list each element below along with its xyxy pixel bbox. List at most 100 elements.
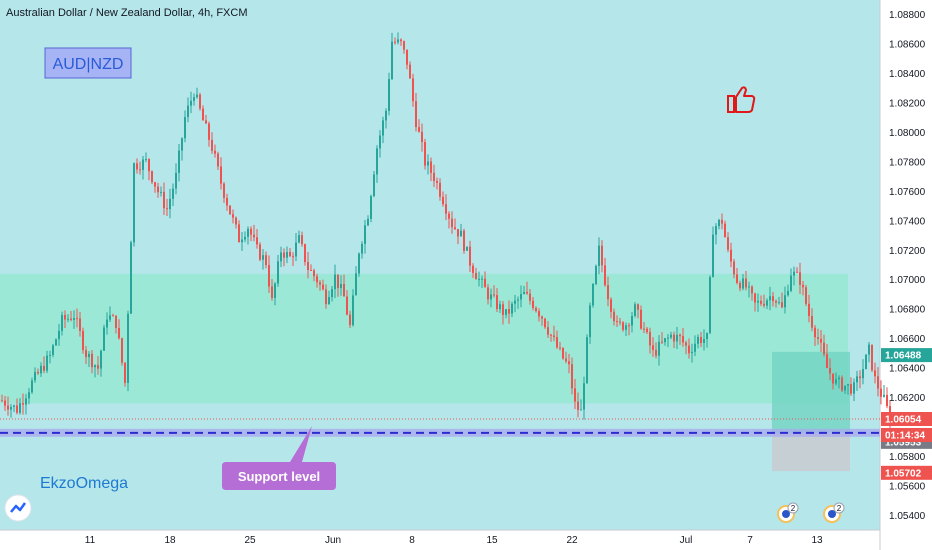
candle (712, 226, 714, 278)
candle (31, 377, 33, 394)
candle (361, 241, 363, 259)
candle (202, 105, 204, 121)
candle (325, 284, 327, 309)
candle (373, 171, 375, 198)
candle (262, 249, 264, 270)
candle (427, 154, 429, 175)
price-tick-label: 1.05400 (889, 511, 926, 522)
time-tick-label: 18 (164, 535, 176, 546)
candle (175, 163, 177, 195)
candle (13, 404, 15, 413)
candle (169, 188, 171, 219)
candle (424, 138, 426, 170)
candle (790, 268, 792, 293)
candle (484, 271, 486, 288)
candle (616, 315, 618, 327)
candle (769, 286, 771, 311)
candle (517, 296, 519, 309)
candle (880, 380, 882, 405)
candle (721, 213, 723, 230)
candle (481, 275, 483, 288)
time-tick-label: 7 (747, 535, 753, 546)
candle (814, 325, 816, 347)
position-target-zone[interactable] (772, 351, 850, 433)
candle (70, 310, 72, 322)
candle (718, 218, 720, 230)
candle (49, 350, 51, 364)
candle (490, 288, 492, 308)
time-tick-label: 25 (244, 535, 256, 546)
candle (22, 393, 24, 415)
candle (853, 378, 855, 402)
candle (280, 246, 282, 268)
candle (439, 178, 441, 201)
candle (850, 377, 852, 396)
candle (82, 327, 84, 354)
support-callout-bubble[interactable] (222, 426, 336, 490)
event-flag-icon[interactable]: 2 (823, 502, 845, 523)
ticker-badge-box (44, 47, 132, 79)
candle (715, 223, 717, 245)
candle (772, 291, 774, 307)
tradingview-logo-icon[interactable] (4, 494, 32, 522)
candle (466, 246, 468, 252)
candle (625, 322, 627, 336)
candle (301, 231, 303, 247)
candle (223, 181, 225, 203)
candle (736, 268, 738, 285)
candle (670, 331, 672, 340)
candle (589, 302, 591, 344)
candle (37, 368, 39, 375)
time-tick-label: 11 (85, 535, 96, 546)
candle (460, 223, 462, 237)
candle (505, 309, 507, 319)
candle (292, 252, 294, 267)
candle (658, 335, 660, 366)
candle (475, 267, 477, 280)
candle (1, 394, 3, 402)
candle (781, 292, 783, 309)
candle (217, 151, 219, 170)
candle (502, 301, 504, 325)
candle (421, 123, 423, 152)
candle (43, 356, 45, 374)
price-axis-background (880, 0, 932, 550)
candle (640, 305, 642, 330)
candle (322, 279, 324, 291)
candle (271, 279, 273, 301)
candle (385, 108, 387, 129)
candle (16, 398, 18, 415)
position-stop-zone[interactable] (772, 432, 850, 472)
candle (862, 359, 864, 385)
candle (514, 294, 516, 313)
candle (19, 398, 21, 415)
countdown-tag: 01:14:34 (881, 427, 932, 442)
candle (610, 297, 612, 319)
candle (10, 403, 12, 418)
candle (766, 298, 768, 310)
candle (595, 264, 597, 286)
candle (499, 300, 501, 314)
candle (250, 226, 252, 242)
candle (76, 308, 78, 328)
candle (307, 251, 309, 279)
candle (847, 383, 849, 395)
candle (61, 311, 63, 336)
time-tick-label: 22 (566, 535, 578, 546)
candle (646, 327, 648, 334)
candle (166, 198, 168, 217)
price-tick-label: 1.08600 (889, 40, 926, 51)
candle (40, 362, 42, 377)
candle (811, 308, 813, 332)
candle (835, 372, 837, 386)
candle (826, 343, 828, 369)
candle (298, 230, 300, 244)
candle (244, 231, 246, 243)
event-flag-icon[interactable]: 2 (777, 502, 799, 523)
candle (364, 219, 366, 254)
candle (508, 300, 510, 324)
candle (583, 376, 585, 420)
candle (673, 331, 675, 349)
event-count: 2 (837, 504, 842, 513)
